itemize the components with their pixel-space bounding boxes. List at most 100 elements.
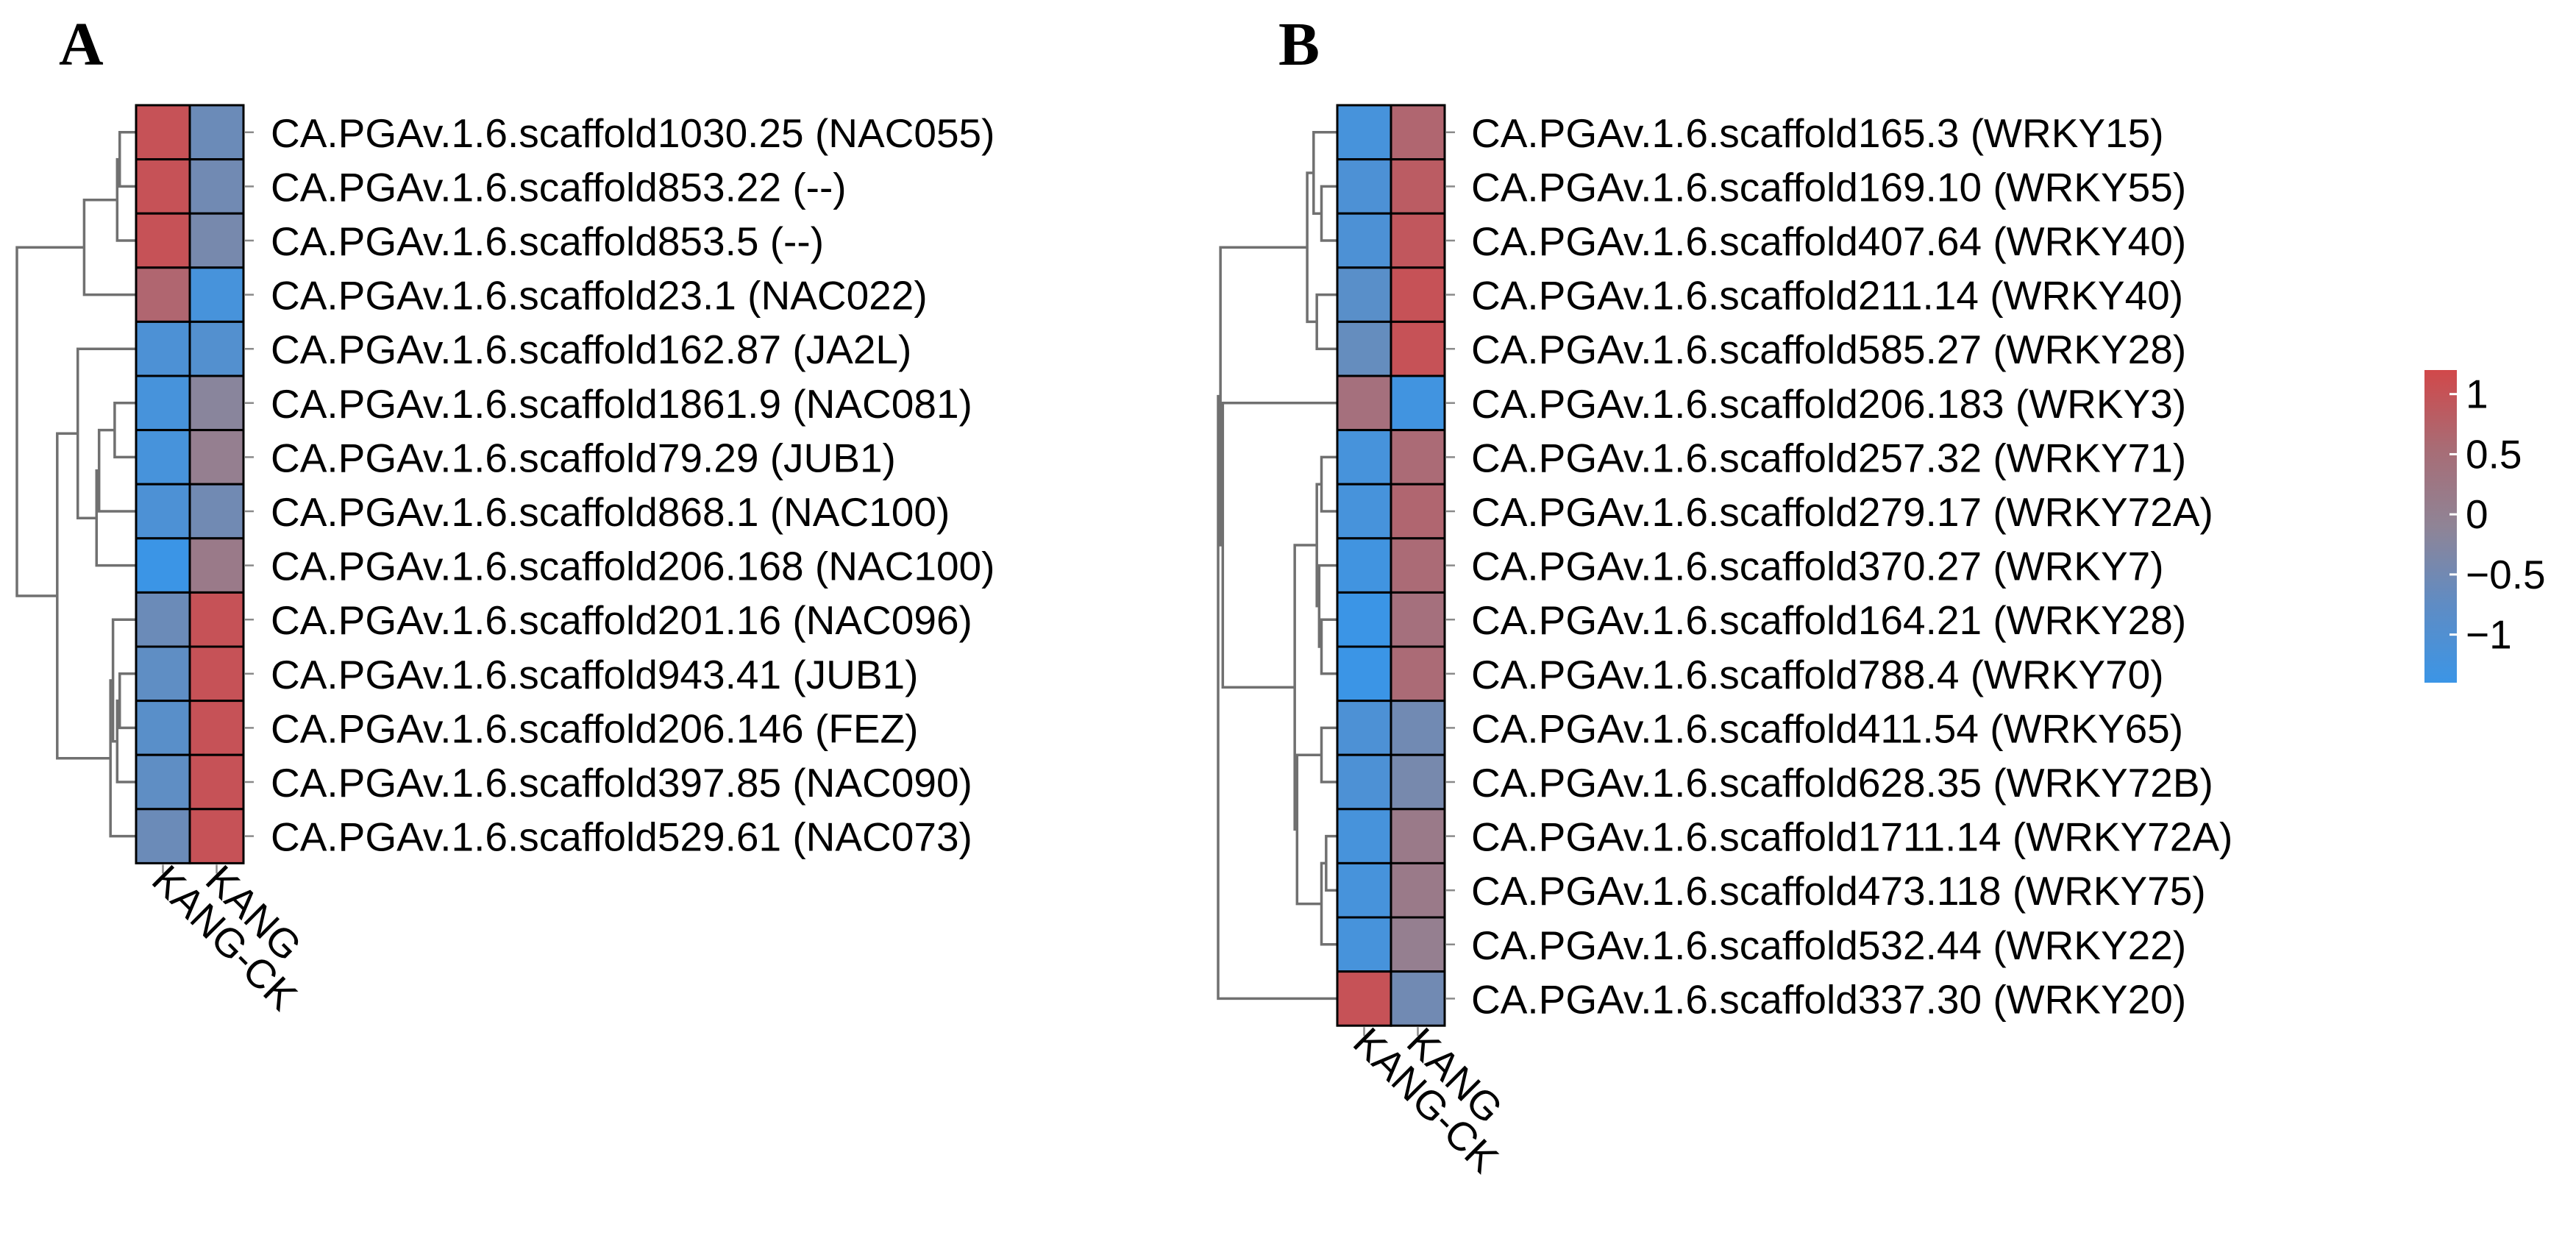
heatmap-cell <box>188 320 245 377</box>
panel-label-b: B <box>1278 10 1320 79</box>
dendrogram-branch <box>1219 246 1308 547</box>
legend-color-bar <box>2424 370 2457 683</box>
heatmap-cell <box>1390 537 1446 594</box>
color-legend: 1 0.5 0 −0.5 −1 <box>2424 370 2546 683</box>
heatmap-cell <box>1336 266 1392 323</box>
row-label: CA.PGAv.1.6.scaffold788.4 (WRKY70) <box>1471 652 2164 697</box>
panel-label-a: A <box>59 10 104 79</box>
row-label: CA.PGAv.1.6.scaffold162.87 (JA2L) <box>271 327 911 372</box>
dendrogram-branch <box>1217 394 1337 1000</box>
heatmap-cell <box>135 591 191 648</box>
dendrogram-b <box>1217 131 1337 1000</box>
dendrogram-branch <box>76 347 136 519</box>
heatmap-cell <box>188 537 245 594</box>
row-label: CA.PGAv.1.6.scaffold165.3 (WRKY15) <box>1471 110 2164 156</box>
heatmap-cell <box>188 700 245 756</box>
legend-tick-label: −0.5 <box>2466 552 2546 597</box>
row-label: CA.PGAv.1.6.scaffold585.27 (WRKY28) <box>1471 327 2186 372</box>
heatmap-cell <box>1336 374 1392 432</box>
heatmap-cell <box>188 104 245 161</box>
dendrogram-branch <box>1325 834 1337 892</box>
heatmap-cell <box>1336 429 1392 486</box>
dendrogram-branch <box>1295 753 1322 906</box>
heatmap-cell <box>188 429 245 486</box>
row-label: CA.PGAv.1.6.scaffold206.146 (FEZ) <box>271 705 918 751</box>
row-label: CA.PGAv.1.6.scaffold1861.9 (NAC081) <box>271 381 972 427</box>
heatmap-cell <box>1390 700 1446 756</box>
row-label: CA.PGAv.1.6.scaffold411.54 (WRKY65) <box>1471 705 2183 751</box>
heatmap-cell <box>135 212 191 269</box>
heatmap-cell <box>1390 808 1446 864</box>
dendrogram-branch <box>95 469 136 567</box>
heatmap-cell <box>188 591 245 648</box>
heatmap-cell <box>135 645 191 703</box>
heatmap-cell <box>188 158 245 215</box>
legend-tick-label: 1 <box>2466 372 2488 417</box>
row-label: CA.PGAv.1.6.scaffold337.30 (WRKY20) <box>1471 976 2186 1022</box>
heatmap-cell <box>1336 158 1392 215</box>
heatmap-cell <box>1390 158 1446 215</box>
heatmap-cell <box>1390 374 1446 432</box>
heatmap-panel-b: CA.PGAv.1.6.scaffold165.3 (WRKY15) CA.PGA… <box>1217 104 2232 1181</box>
heatmap-cell <box>1336 320 1392 377</box>
heatmap-cell <box>188 483 245 540</box>
row-label: CA.PGAv.1.6.scaffold853.22 (--) <box>271 164 847 210</box>
heatmap-cell <box>1390 591 1446 648</box>
row-label: CA.PGAv.1.6.scaffold279.17 (WRKY72A) <box>1471 489 2213 535</box>
row-label: CA.PGAv.1.6.scaffold211.14 (WRKY40) <box>1471 273 2183 319</box>
dendrogram-branch <box>118 131 136 188</box>
dendrogram-branch <box>118 672 136 730</box>
heatmap-cell <box>135 753 191 811</box>
dendrogram-branch <box>1306 171 1317 324</box>
legend-tick-label: 0.5 <box>2466 431 2522 477</box>
dendrogram-branch <box>111 618 136 743</box>
heatmap-cell <box>135 700 191 756</box>
dendrogram-branch <box>113 402 136 459</box>
row-label: CA.PGAv.1.6.scaffold397.85 (NAC090) <box>271 760 972 806</box>
heatmap-cell <box>135 104 191 161</box>
row-label: CA.PGAv.1.6.scaffold628.35 (WRKY72B) <box>1471 760 2213 806</box>
dendrogram-branch <box>1320 185 1337 242</box>
row-label: CA.PGAv.1.6.scaffold206.168 (NAC100) <box>271 544 995 589</box>
heatmap-cell <box>1336 753 1392 811</box>
heatmap-cell <box>1336 970 1392 1027</box>
heatmap-cell <box>188 645 245 703</box>
row-label: CA.PGAv.1.6.scaffold529.61 (NAC073) <box>271 814 972 860</box>
heatmap-cell <box>135 320 191 377</box>
heatmap-cell <box>1390 861 1446 919</box>
row-label: CA.PGAv.1.6.scaffold1711.14 (WRKY72A) <box>1471 814 2232 860</box>
legend-tick-label: 0 <box>2466 491 2488 537</box>
heatmap-cell <box>1336 483 1392 540</box>
row-label: CA.PGAv.1.6.scaffold853.5 (--) <box>271 218 824 264</box>
row-label: CA.PGAv.1.6.scaffold201.16 (NAC096) <box>271 597 972 643</box>
heatmap-cell <box>1336 700 1392 756</box>
row-label: CA.PGAv.1.6.scaffold407.64 (WRKY40) <box>1471 218 2186 264</box>
row-label: CA.PGAv.1.6.scaffold473.118 (WRKY75) <box>1471 868 2206 914</box>
dendrogram-branch <box>15 246 85 597</box>
heatmap-cell <box>1390 266 1446 323</box>
dendrogram-branch <box>109 679 136 838</box>
dendrogram-branch <box>1320 726 1337 783</box>
dendrogram-branch <box>1315 293 1337 350</box>
dendrogram-branch <box>1312 131 1337 215</box>
heatmap-cell <box>1390 916 1446 973</box>
row-label: CA.PGAv.1.6.scaffold206.183 (WRKY3) <box>1471 381 2186 427</box>
heatmap-cell <box>1336 591 1392 648</box>
heatmap-cell <box>188 212 245 269</box>
row-label: CA.PGAv.1.6.scaffold370.27 (WRKY7) <box>1471 544 2164 589</box>
dendrogram-branch <box>1221 402 1337 689</box>
heatmap-cell <box>188 808 245 864</box>
heatmap-cell <box>135 374 191 432</box>
heatmap-cell <box>1390 429 1446 486</box>
heatmap-cell <box>135 483 191 540</box>
dendrogram-branch <box>97 428 136 513</box>
heatmap-cell <box>1336 861 1392 919</box>
heatmap-cell <box>1336 916 1392 973</box>
dendrogram-branch <box>82 199 136 296</box>
row-label: CA.PGAv.1.6.scaffold1030.25 (NAC055) <box>271 110 995 156</box>
heatmap-cell <box>135 537 191 594</box>
heatmap-cell <box>135 266 191 323</box>
heatmap-cell <box>1336 808 1392 864</box>
row-label: CA.PGAv.1.6.scaffold164.21 (WRKY28) <box>1471 597 2186 643</box>
